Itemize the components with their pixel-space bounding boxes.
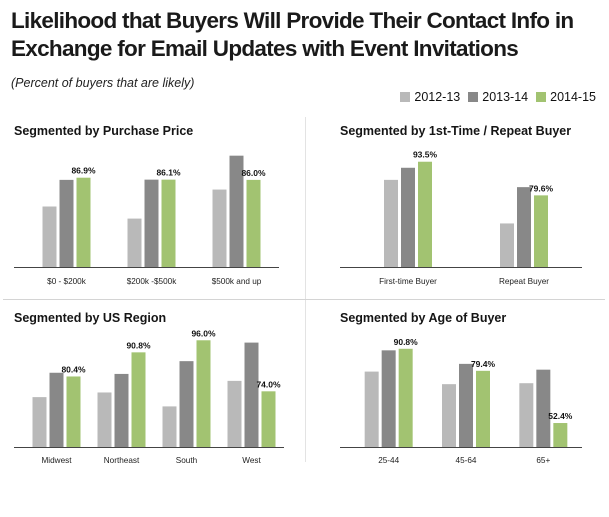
bar-west-2013-14 (244, 342, 259, 447)
legend: 2012-13 2013-14 2014-15 (392, 91, 596, 103)
bar-200k-500k-2012-13 (127, 218, 142, 267)
data-label-south: 96.0% (191, 328, 216, 338)
title-line-1: Likelihood that Buyers Will Provide Thei… (11, 8, 574, 33)
bar-repeat-buyer-2013-14 (517, 187, 531, 267)
bar-25-44-2013-14 (381, 350, 396, 447)
bar-midwest-2014-15 (66, 376, 81, 447)
category-label-200k-500k: $200k -$500k (127, 277, 178, 286)
bar-repeat-buyer-2014-15 (534, 195, 548, 267)
bar-45-64-2014-15 (476, 370, 490, 447)
bar-0-200k-2012-13 (42, 206, 57, 267)
subtitle: (Percent of buyers that are likely) (11, 76, 195, 90)
bar-45-64-2012-13 (442, 384, 456, 447)
chart-svg-age-of-buyer: 90.8% 25-44 79.4% 45-64 52.4% 65+ (340, 337, 582, 465)
category-label-25-44: 25-44 (378, 456, 399, 465)
data-label-500k-and-up: 86.0% (241, 168, 266, 178)
bar-500k-and-up-2013-14 (229, 155, 244, 267)
chart-panel-purchase-price: Segmented by Purchase Price 86.9% $0 - $2… (14, 124, 289, 294)
bar-0-200k-2014-15 (76, 177, 91, 267)
data-label-midwest: 80.4% (61, 364, 86, 374)
bar-south-2014-15 (196, 340, 211, 447)
panel-divider-vertical (305, 117, 306, 462)
category-label-midwest: Midwest (41, 456, 72, 465)
bar-west-2012-13 (227, 380, 242, 447)
title-line-2: Exchange for Email Updates with Event In… (11, 36, 519, 61)
category-label-south: South (176, 456, 198, 465)
category-label-500k-and-up: $500k and up (212, 277, 262, 286)
legend-item-2014-15: 2014-15 (536, 91, 596, 103)
bar-25-44-2014-15 (398, 348, 413, 447)
chart-svg-us-region: 80.4% Midwest 90.8% Northeast 96.0% South 74.0… (14, 328, 284, 465)
category-label-first-time-buyer: First-time Buyer (379, 277, 437, 286)
legend-swatch-2013-14 (468, 92, 479, 102)
category-label-repeat-buyer: Repeat Buyer (499, 277, 549, 286)
category-label-45-64: 45-64 (456, 456, 477, 465)
bar-south-2013-14 (179, 361, 194, 447)
bar-northeast-2013-14 (114, 373, 129, 447)
bar-first-time-buyer-2013-14 (401, 167, 415, 267)
category-label-northeast: Northeast (104, 456, 140, 465)
chart-title-age-of-buyer: Segmented by Age of Buyer (340, 311, 507, 325)
data-label-west: 74.0% (256, 379, 281, 389)
data-label-45-64: 79.4% (471, 359, 496, 369)
legend-swatch-2012-13 (400, 92, 411, 102)
bar-repeat-buyer-2012-13 (500, 223, 514, 267)
legend-item-2012-13: 2012-13 (400, 91, 460, 103)
bar-200k-500k-2013-14 (144, 179, 159, 267)
legend-label-2012-13: 2012-13 (414, 90, 461, 104)
bar-45-64-2013-14 (459, 363, 473, 447)
bar-northeast-2012-13 (97, 392, 112, 447)
legend-label-2013-14: 2013-14 (482, 90, 529, 104)
chart-title-purchase-price: Segmented by Purchase Price (14, 124, 194, 138)
bar-200k-500k-2014-15 (161, 179, 176, 267)
legend-label-2014-15: 2014-15 (550, 90, 596, 104)
bar-25-44-2012-13 (364, 371, 379, 447)
data-label-200k-500k: 86.1% (156, 168, 181, 178)
bar-500k-and-up-2014-15 (246, 179, 261, 267)
bar-midwest-2012-13 (32, 397, 47, 447)
chart-svg-first-time-repeat: 93.5% First-time Buyer 79.6% Repeat Buyer (340, 150, 582, 286)
legend-swatch-2014-15 (536, 92, 547, 102)
data-label-repeat-buyer: 79.6% (529, 183, 554, 193)
chart-title-us-region: Segmented by US Region (14, 311, 167, 325)
data-label-first-time-buyer: 93.5% (413, 150, 438, 160)
data-label-25-44: 90.8% (394, 337, 419, 347)
bar-0-200k-2013-14 (59, 179, 74, 267)
category-label-65: 65+ (536, 456, 550, 465)
chart-svg-purchase-price: 86.9% $0 - $200k 86.1% $200k -$500k 86.0% $50… (14, 155, 279, 286)
bar-500k-and-up-2012-13 (212, 189, 227, 267)
bar-65-2012-13 (519, 383, 534, 447)
bar-65-2014-15 (553, 423, 568, 447)
chart-panel-age-of-buyer: Segmented by Age of Buyer 90.8% 25-44 79.4… (340, 311, 592, 473)
data-label-0-200k: 86.9% (71, 166, 96, 176)
chart-panel-first-time-repeat: Segmented by 1st-Time / Repeat Buyer 93.… (340, 124, 592, 294)
chart-panel-us-region: Segmented by US Region 80.4% Midwest 90.8%… (14, 311, 294, 473)
category-label-0-200k: $0 - $200k (47, 277, 87, 286)
data-label-65: 52.4% (548, 411, 573, 421)
bar-west-2014-15 (261, 391, 276, 447)
page-title: Likelihood that Buyers Will Provide Thei… (11, 7, 603, 63)
bar-northeast-2014-15 (131, 352, 146, 447)
legend-item-2013-14: 2013-14 (468, 91, 528, 103)
bar-south-2012-13 (162, 406, 177, 447)
bar-midwest-2013-14 (49, 372, 64, 447)
panel-divider-horizontal (3, 299, 605, 300)
bar-first-time-buyer-2012-13 (384, 179, 398, 267)
bar-65-2013-14 (536, 369, 551, 447)
category-label-west: West (242, 456, 261, 465)
bar-first-time-buyer-2014-15 (418, 161, 432, 267)
chart-title-first-time-repeat: Segmented by 1st-Time / Repeat Buyer (340, 124, 572, 138)
data-label-northeast: 90.8% (126, 340, 151, 350)
